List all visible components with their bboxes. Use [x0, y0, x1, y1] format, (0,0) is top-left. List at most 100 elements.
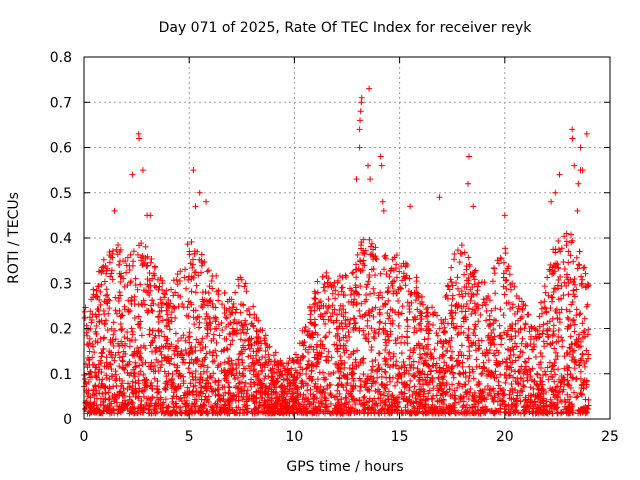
data-point	[104, 300, 111, 307]
data-point	[325, 348, 332, 355]
data-point	[142, 345, 149, 352]
data-point	[440, 406, 447, 413]
data-point	[413, 278, 420, 285]
data-point	[458, 288, 465, 295]
data-point	[345, 329, 352, 336]
data-point	[264, 398, 271, 405]
data-point	[350, 269, 357, 276]
data-point	[385, 388, 392, 395]
data-point	[486, 297, 493, 304]
data-point	[361, 312, 368, 319]
data-point	[366, 85, 373, 92]
data-point	[414, 290, 421, 297]
data-point	[234, 374, 241, 381]
data-point	[347, 285, 354, 292]
data-point	[103, 372, 110, 379]
data-point	[563, 238, 570, 245]
data-point	[248, 383, 255, 390]
data-point	[273, 378, 280, 385]
data-point	[300, 382, 307, 389]
data-point	[465, 274, 472, 281]
data-point	[454, 285, 461, 292]
data-point	[535, 408, 542, 415]
data-point	[141, 379, 148, 386]
data-point	[439, 343, 446, 350]
data-point	[570, 316, 577, 323]
data-point	[165, 297, 172, 304]
data-point	[174, 367, 181, 374]
data-point	[93, 364, 100, 371]
data-point	[347, 351, 354, 358]
data-point	[178, 398, 185, 405]
data-point	[162, 380, 169, 387]
data-point	[385, 284, 392, 291]
data-point	[565, 316, 572, 323]
data-point	[562, 398, 569, 405]
data-point	[284, 376, 291, 383]
data-point	[367, 290, 374, 297]
data-point	[522, 408, 529, 415]
data-point	[316, 387, 323, 394]
data-point	[132, 282, 139, 289]
data-point	[91, 349, 98, 356]
data-point	[421, 388, 428, 395]
data-point	[245, 363, 252, 370]
data-point	[100, 263, 107, 270]
data-point	[576, 311, 583, 318]
data-point	[314, 278, 321, 285]
data-point	[488, 340, 495, 347]
data-point	[138, 240, 145, 247]
data-point	[134, 251, 141, 258]
x-tick-label: 10	[285, 429, 303, 445]
data-point	[338, 310, 345, 317]
data-point	[349, 375, 356, 382]
data-point	[102, 396, 109, 403]
data-point	[495, 382, 502, 389]
data-point	[253, 314, 260, 321]
data-point	[511, 310, 518, 317]
data-point	[310, 346, 317, 353]
data-point	[148, 385, 155, 392]
data-point	[370, 313, 377, 320]
data-point	[108, 270, 115, 277]
data-point	[98, 359, 105, 366]
data-point	[424, 318, 431, 325]
data-point	[447, 343, 454, 350]
data-point	[472, 310, 479, 317]
data-point	[545, 334, 552, 341]
data-point	[171, 304, 178, 311]
data-point	[566, 308, 573, 315]
data-point	[365, 162, 372, 169]
data-point	[556, 309, 563, 316]
data-point	[375, 294, 382, 301]
data-point	[542, 388, 549, 395]
data-point	[378, 373, 385, 380]
data-point	[107, 339, 114, 346]
data-point	[251, 311, 258, 318]
data-point	[128, 325, 135, 332]
data-point	[366, 387, 373, 394]
data-point	[135, 313, 142, 320]
data-point	[307, 319, 314, 326]
data-point	[222, 372, 229, 379]
data-point	[312, 405, 319, 412]
data-point	[138, 257, 145, 264]
data-point	[563, 404, 570, 411]
data-point	[401, 369, 408, 376]
data-point	[116, 363, 123, 370]
data-point	[534, 371, 541, 378]
data-point	[233, 393, 240, 400]
data-point	[131, 369, 138, 376]
data-point	[106, 297, 113, 304]
data-point	[397, 285, 404, 292]
data-point	[357, 312, 364, 319]
data-point	[551, 331, 558, 338]
data-point	[555, 264, 562, 271]
data-point	[115, 242, 122, 249]
data-point	[565, 291, 572, 298]
data-point	[377, 318, 384, 325]
data-point	[190, 167, 197, 174]
data-point	[490, 326, 497, 333]
data-point	[411, 383, 418, 390]
data-point	[393, 358, 400, 365]
